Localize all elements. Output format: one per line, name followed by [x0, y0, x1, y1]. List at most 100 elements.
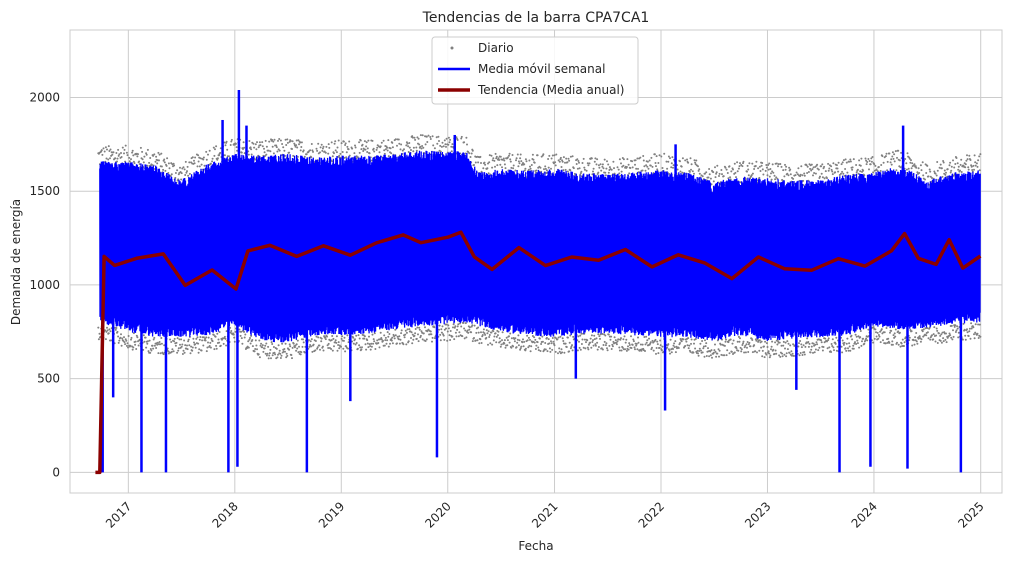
daily-point [134, 340, 137, 343]
daily-point [786, 340, 789, 343]
daily-point [724, 166, 727, 169]
daily-point [300, 146, 303, 148]
daily-point [516, 338, 519, 341]
legend-item-daily: Diario [450, 41, 514, 55]
daily-point [165, 164, 168, 167]
daily-point [316, 347, 319, 350]
daily-point [784, 168, 787, 171]
daily-point [438, 140, 440, 142]
daily-point [487, 343, 489, 346]
daily-point [747, 168, 750, 171]
daily-point [261, 344, 264, 347]
daily-point [674, 340, 677, 343]
daily-point [524, 167, 527, 170]
daily-point [105, 157, 108, 160]
daily-point [547, 338, 550, 341]
daily-point [447, 327, 450, 330]
daily-point [693, 159, 696, 162]
daily-point [631, 160, 634, 163]
daily-point [789, 173, 792, 176]
daily-point [418, 143, 421, 146]
daily-point [920, 169, 923, 172]
daily-point [641, 343, 644, 346]
daily-point [277, 353, 279, 356]
daily-point [326, 335, 328, 338]
daily-point [402, 343, 405, 346]
daily-point [484, 333, 487, 336]
daily-point [120, 152, 122, 154]
daily-point [188, 161, 191, 164]
daily-point [322, 349, 325, 352]
daily-point [533, 336, 536, 339]
daily-point [186, 348, 189, 351]
daily-point [124, 343, 127, 346]
daily-point [561, 160, 564, 163]
daily-point [915, 340, 918, 343]
daily-point [940, 333, 943, 336]
daily-point [714, 176, 717, 179]
daily-point [415, 337, 418, 340]
daily-point [327, 347, 330, 349]
daily-point [406, 142, 409, 145]
daily-point [250, 153, 253, 156]
daily-point [715, 355, 718, 358]
daily-point [905, 168, 908, 171]
daily-point [345, 151, 348, 154]
daily-point [183, 351, 186, 354]
daily-point [422, 146, 425, 149]
daily-point [466, 329, 469, 332]
daily-point [697, 352, 699, 355]
daily-point [832, 346, 835, 349]
daily-point [194, 343, 197, 346]
daily-point [239, 334, 242, 337]
daily-point [635, 342, 638, 345]
daily-point [396, 342, 398, 345]
daily-point [869, 163, 872, 166]
daily-point [872, 341, 875, 344]
daily-point [143, 340, 146, 343]
daily-point [826, 177, 828, 180]
daily-point [276, 150, 279, 153]
daily-point [770, 348, 772, 351]
daily-point [936, 342, 939, 344]
daily-point [527, 168, 530, 171]
daily-point [879, 341, 882, 344]
daily-point [211, 340, 214, 343]
daily-point [447, 324, 450, 327]
daily-point [694, 338, 697, 341]
daily-point [718, 172, 721, 175]
daily-point [209, 341, 212, 344]
daily-point [240, 330, 243, 333]
daily-point [411, 333, 414, 336]
daily-point [939, 163, 942, 166]
daily-point [786, 172, 789, 175]
daily-point [872, 171, 875, 174]
daily-point [365, 348, 368, 351]
daily-point [967, 168, 970, 171]
daily-point [175, 341, 178, 344]
daily-point [781, 352, 784, 355]
daily-point [443, 328, 446, 331]
daily-point [106, 329, 109, 332]
daily-point [558, 160, 561, 163]
daily-point [488, 336, 491, 338]
daily-point [151, 163, 153, 166]
daily-point [618, 172, 621, 175]
daily-point [639, 156, 642, 159]
daily-point [907, 167, 910, 170]
daily-point [688, 170, 691, 173]
daily-point [780, 165, 783, 168]
daily-point [327, 152, 330, 155]
daily-point [976, 332, 979, 335]
daily-point [636, 348, 639, 351]
daily-point [295, 144, 298, 147]
daily-point [876, 331, 879, 334]
daily-point [365, 141, 368, 144]
daily-point [156, 343, 159, 346]
daily-point [170, 350, 173, 353]
daily-point [845, 161, 848, 164]
daily-point [645, 335, 648, 338]
daily-point [148, 161, 151, 164]
daily-point [230, 330, 233, 332]
daily-point [680, 165, 683, 168]
